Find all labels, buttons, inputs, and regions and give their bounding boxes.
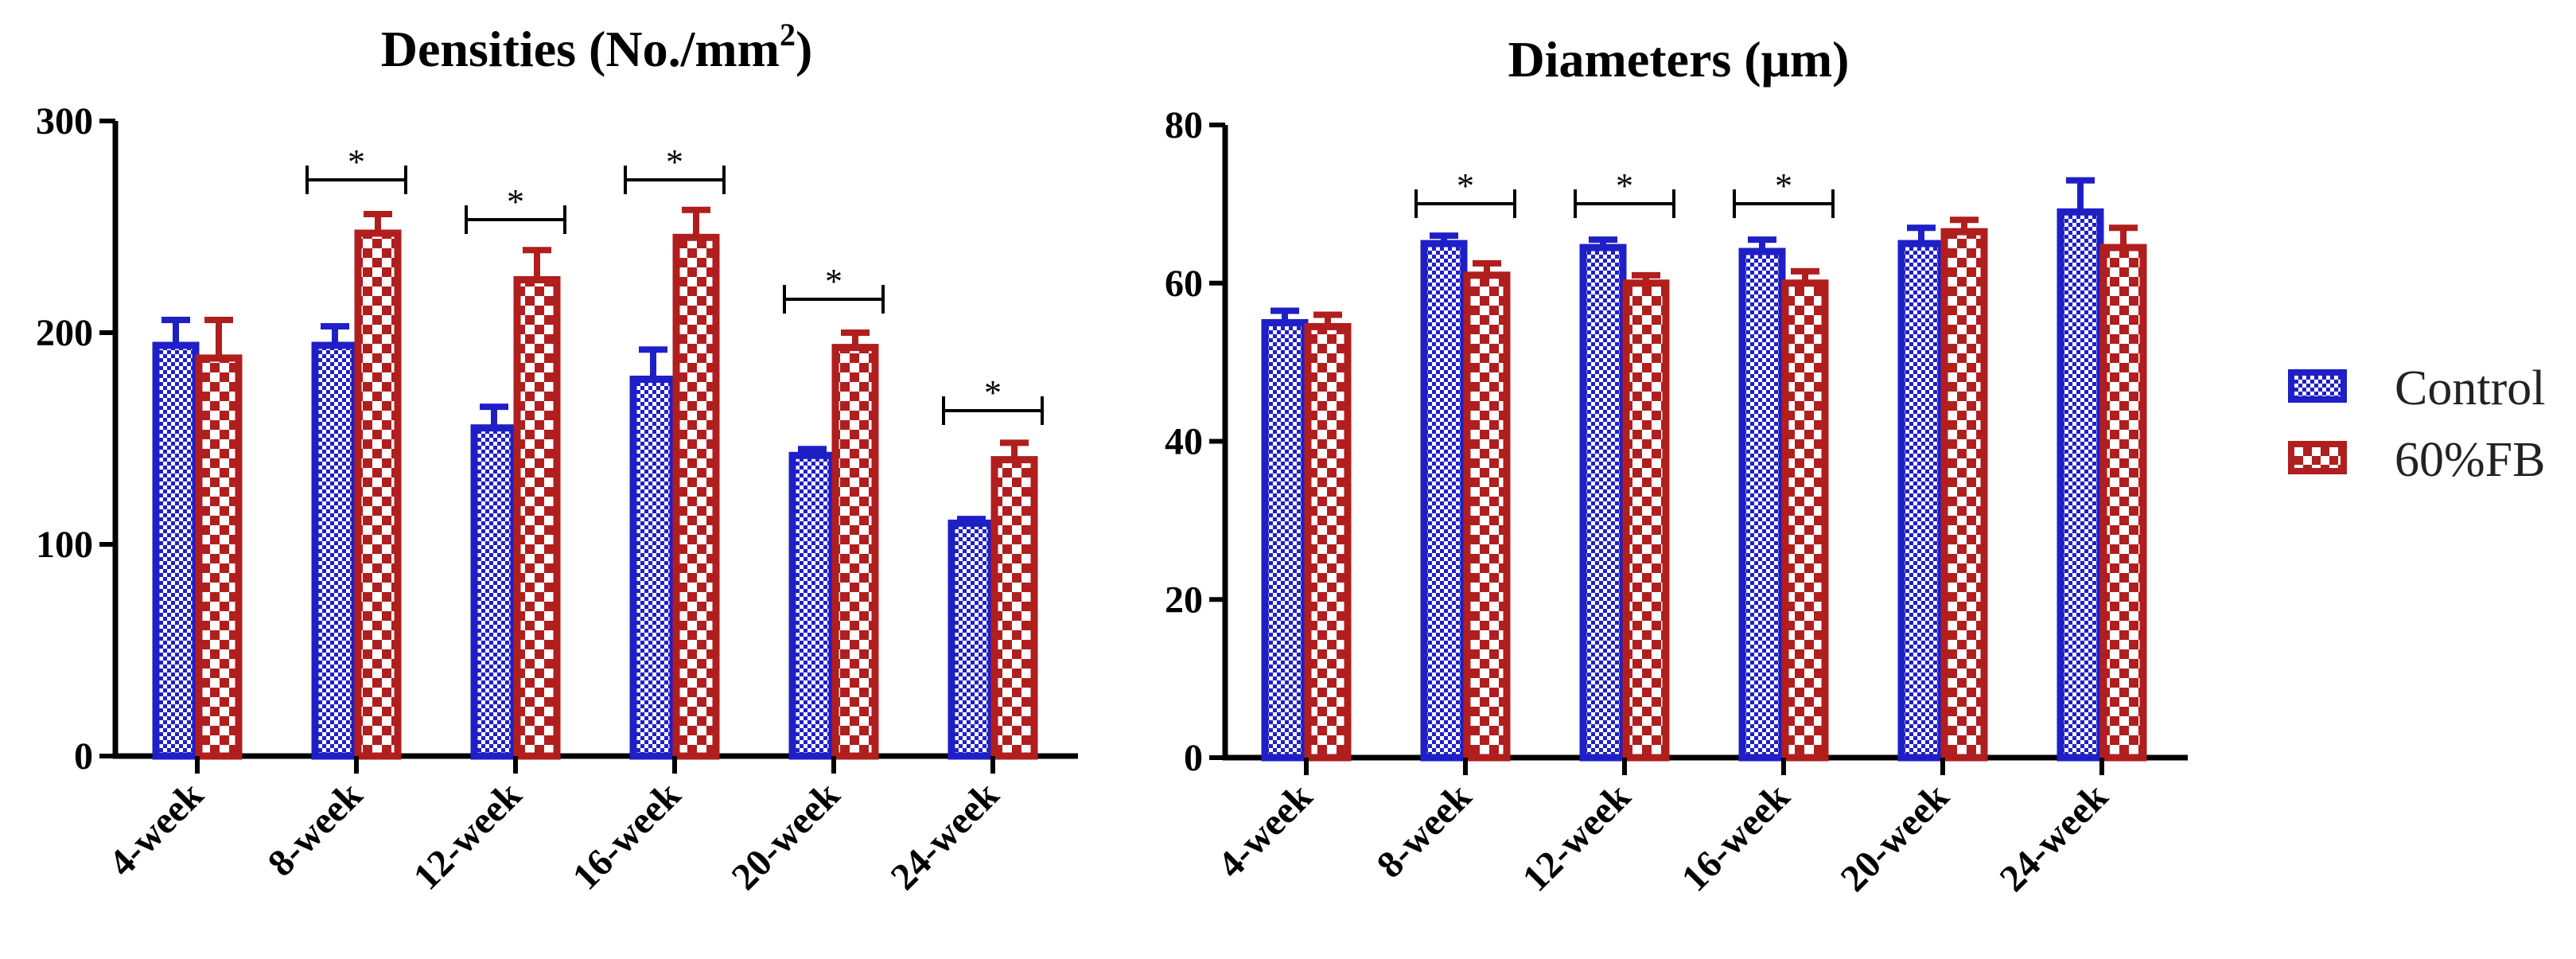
- densities-bar-60fb: [354, 229, 402, 760]
- densities-bar-60fb: [195, 354, 243, 760]
- diameters-y-tick-label: 20: [1165, 579, 1203, 621]
- densities-bar-control: [629, 376, 677, 760]
- diameters-bar-60fb: [1463, 271, 1511, 762]
- densities-x-tick-label: 12-week: [406, 774, 530, 898]
- diameters-bar-60fb: [1781, 279, 1829, 762]
- densities-title: Densities (No./mm2): [199, 16, 994, 79]
- diameters-y-tick-label: 80: [1165, 104, 1203, 146]
- densities-significance-star: *: [984, 373, 1002, 412]
- densities-y-tick-label: 0: [74, 735, 93, 778]
- diameters-y-tick-label: 0: [1184, 737, 1203, 779]
- diameters-significance-star: *: [1457, 166, 1474, 205]
- diameters-bar-60fb: [2099, 244, 2147, 762]
- densities-significance-star: *: [507, 182, 524, 221]
- densities-title-text: Densities (No./mm: [380, 21, 780, 77]
- densities-bar-60fb: [831, 344, 879, 760]
- diameters-bar-60fb: [1622, 279, 1670, 762]
- densities-title-superscript: 2: [779, 17, 796, 53]
- diameters-bar-control: [1738, 248, 1786, 762]
- densities-significance-bracket: [465, 205, 566, 234]
- densities-bar-control: [948, 519, 995, 760]
- densities-bar-control: [152, 341, 200, 760]
- densities-y-tick-label: 200: [36, 312, 93, 354]
- densities-bar-control: [788, 451, 836, 760]
- diameters-bar-control: [1420, 240, 1468, 762]
- diameters-bar-control: [1261, 318, 1309, 762]
- diameters-chart: 0 20 40 60 80 4-week 8-week 12-week 16-week 20-we…: [1165, 104, 2188, 900]
- diameters-x-tick-label: 24-week: [1992, 775, 2116, 899]
- diameters-significance-star: *: [1775, 166, 1792, 205]
- densities-bar-control: [311, 341, 359, 760]
- diameters-bar-control: [1897, 240, 1945, 762]
- diameters-significance-bracket: [1733, 189, 1835, 218]
- densities-x-tick-label: 16-week: [565, 774, 689, 898]
- densities-bar-60fb: [672, 233, 720, 760]
- densities-y-tick-label: 100: [36, 524, 93, 566]
- densities-x-tick-label: 8-week: [260, 774, 371, 884]
- densities-y-tick-label: 300: [36, 100, 93, 142]
- diameters-y-tick-label: 60: [1165, 263, 1203, 305]
- densities-bar-60fb: [990, 456, 1038, 760]
- densities-significance-bracket: [942, 396, 1044, 425]
- diameters-significance-bracket: [1414, 189, 1516, 218]
- diameters-x-tick-label: 12-week: [1515, 775, 1639, 899]
- diameters-bar-60fb: [1304, 322, 1352, 762]
- diameters-x-tick-label: 4-week: [1210, 775, 1321, 886]
- densities-significance-bracket: [783, 285, 885, 314]
- diameters-significance-star: *: [1616, 166, 1633, 205]
- densities-significance-star: *: [348, 142, 365, 181]
- diameters-title: Diameters (μm): [1508, 31, 1850, 88]
- densities-x-tick-label: 24-week: [883, 774, 1007, 898]
- legend-label-control: Control: [2395, 361, 2546, 415]
- densities-significance-star: *: [666, 142, 683, 181]
- legend-item-60fb: 60%FB: [2283, 435, 2576, 490]
- legend-swatch-control: [2288, 369, 2347, 403]
- legend-label-60fb: 60%FB: [2395, 433, 2546, 487]
- densities-significance-bracket: [624, 166, 726, 194]
- densities-x-tick-label: 4-week: [101, 774, 212, 884]
- diameters-y-tick-label: 40: [1165, 421, 1203, 463]
- densities-significance-bracket: [305, 166, 407, 194]
- densities-chart: 0 100 200 300 4-week 8-week 12-week 16-week 20-w…: [36, 100, 1078, 899]
- densities-title-suffix: ): [795, 21, 813, 77]
- diameters-significance-bracket: [1574, 189, 1675, 218]
- diameters-x-tick-label: 20-week: [1833, 775, 1957, 899]
- legend-swatch-60fb: [2288, 441, 2347, 474]
- legend-item-control: Control: [2283, 363, 2576, 419]
- densities-bar-60fb: [513, 276, 561, 760]
- densities-significance-star: *: [825, 262, 842, 301]
- diameters-x-tick-label: 8-week: [1369, 775, 1480, 886]
- diameters-bar-control: [2057, 208, 2104, 762]
- diameters-bar-60fb: [1940, 228, 1988, 762]
- diameters-x-tick-label: 16-week: [1674, 775, 1798, 899]
- diameters-bar-control: [1579, 244, 1627, 762]
- densities-bar-control: [470, 424, 518, 760]
- densities-x-tick-label: 20-week: [724, 774, 848, 898]
